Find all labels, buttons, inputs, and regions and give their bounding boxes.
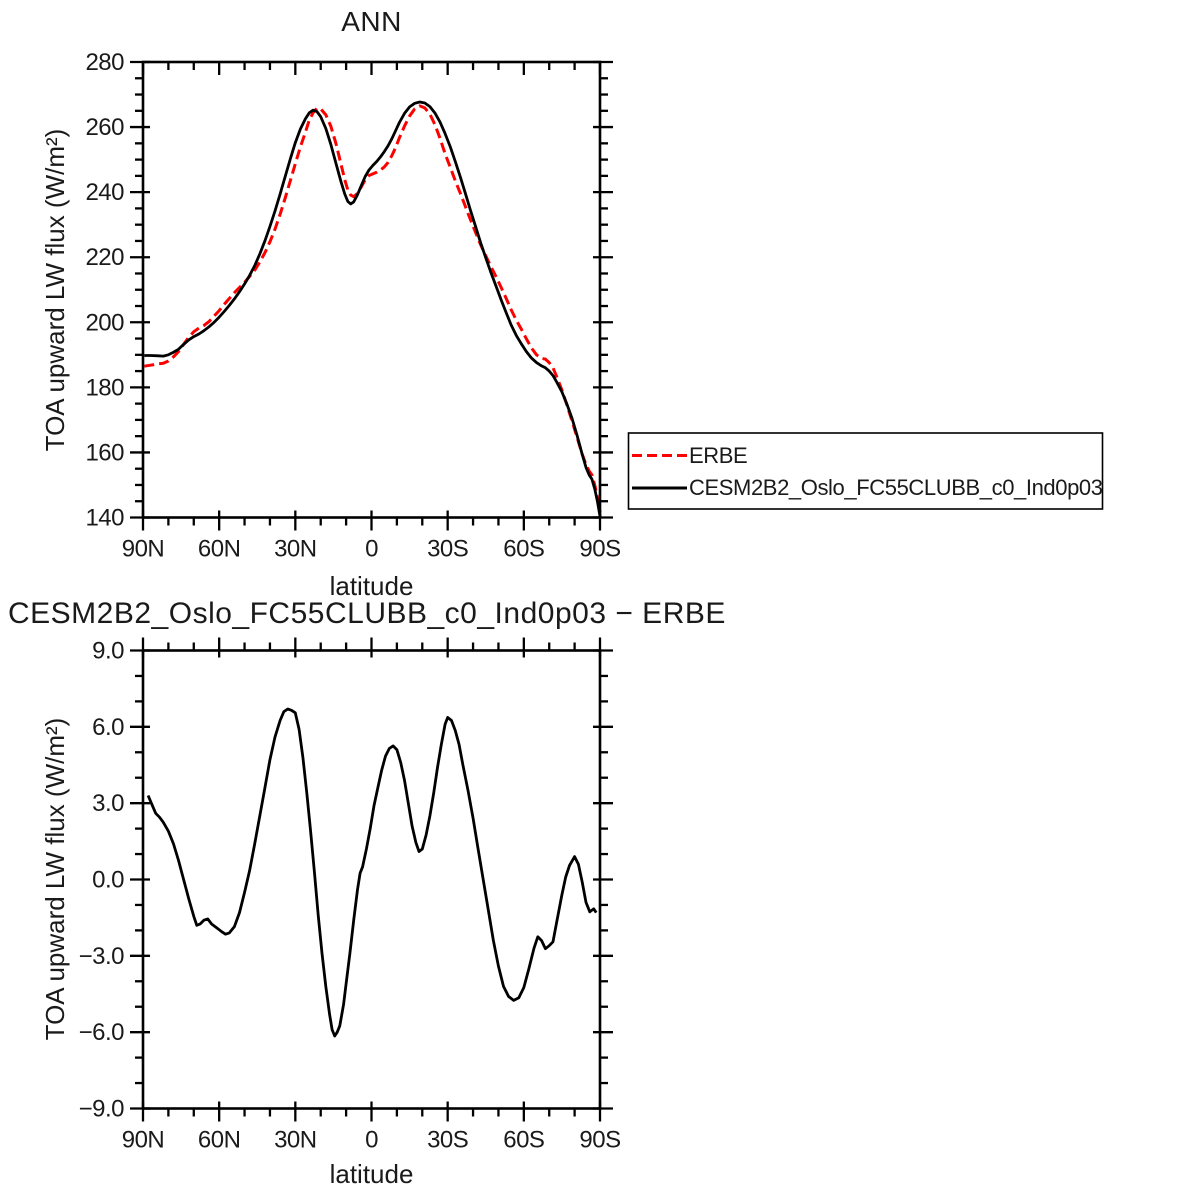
y-tick-label: −9.0 xyxy=(79,1096,125,1123)
bottom-chart-x-axis-label: latitude xyxy=(329,1159,414,1189)
top-chart-title: ANN xyxy=(341,6,402,37)
x-tick-label: 30S xyxy=(427,1127,468,1154)
series-line-ERBE xyxy=(144,104,602,513)
y-tick-label: 9.0 xyxy=(92,638,124,665)
chart-area-0: 280 260 240 220 200 180 160 140 90N 60N 30N 0 30S 60S… xyxy=(85,49,621,563)
top-chart-y-axis-label: TOA upward LW flux (W/m²) xyxy=(40,128,70,452)
plot-frame xyxy=(141,60,602,519)
legend-label-model: CESM2B2_Oslo_FC55CLUBB_c0_Ind0p03 xyxy=(689,475,1103,500)
x-tick-label: 60S xyxy=(503,536,544,563)
tick-labels: 280 260 240 220 200 180 160 140 90N 60N 30N 0 30S 60S… xyxy=(85,49,621,563)
x-tick-label: 60S xyxy=(503,1127,544,1154)
legend-label-erbe: ERBE xyxy=(689,443,748,468)
y-tick-label: 200 xyxy=(85,309,124,336)
x-tick-label: 0 xyxy=(365,1127,378,1154)
axis-ticks xyxy=(130,637,613,1122)
y-tick-label: 140 xyxy=(85,505,124,532)
bottom-chart-title: CESM2B2_Oslo_FC55CLUBB_c0_Ind0p03 − ERBE xyxy=(8,597,726,630)
top-chart-x-axis-label: latitude xyxy=(329,571,414,601)
x-tick-label: 60N xyxy=(198,1127,241,1154)
y-tick-label: 6.0 xyxy=(92,714,124,741)
plot-frame xyxy=(141,649,602,1110)
x-tick-label: 0 xyxy=(365,536,378,563)
x-tick-label: 30N xyxy=(274,536,317,563)
legend-box xyxy=(627,432,1104,510)
axis-ticks xyxy=(130,60,613,531)
y-tick-label: 3.0 xyxy=(92,790,124,817)
series-line-difference xyxy=(146,707,598,1038)
y-tick-label: 280 xyxy=(85,49,124,76)
y-tick-label: −3.0 xyxy=(79,943,125,970)
y-tick-label: 160 xyxy=(85,439,124,466)
x-tick-label: 30S xyxy=(427,536,468,563)
y-tick-label: 260 xyxy=(85,114,124,141)
y-tick-label: 180 xyxy=(85,374,124,401)
chart-area-1: 9.0 6.0 3.0 0.0 −3.0 −6.0 −9.0 90N 60N 30N 0 30S 60S… xyxy=(79,637,621,1154)
x-tick-label: 90S xyxy=(579,536,620,563)
legend-frame xyxy=(627,432,1104,510)
y-tick-label: 240 xyxy=(85,179,124,206)
series-line-CESM2B2_Oslo_FC55CLUBB_c0_Ind0p03 xyxy=(144,100,602,517)
x-tick-label: 30N xyxy=(274,1127,317,1154)
bottom-chart-y-axis-label: TOA upward LW flux (W/m²) xyxy=(40,717,70,1041)
tick-labels: 9.0 6.0 3.0 0.0 −3.0 −6.0 −9.0 90N 60N 30N 0 30S 60S… xyxy=(79,638,621,1154)
x-tick-label: 90N xyxy=(122,1127,165,1154)
x-tick-label: 90N xyxy=(122,536,165,563)
y-tick-label: 0.0 xyxy=(92,867,124,894)
x-tick-label: 60N xyxy=(198,536,241,563)
y-tick-label: 220 xyxy=(85,244,124,271)
x-tick-label: 90S xyxy=(579,1127,620,1154)
y-tick-label: −6.0 xyxy=(79,1019,125,1046)
